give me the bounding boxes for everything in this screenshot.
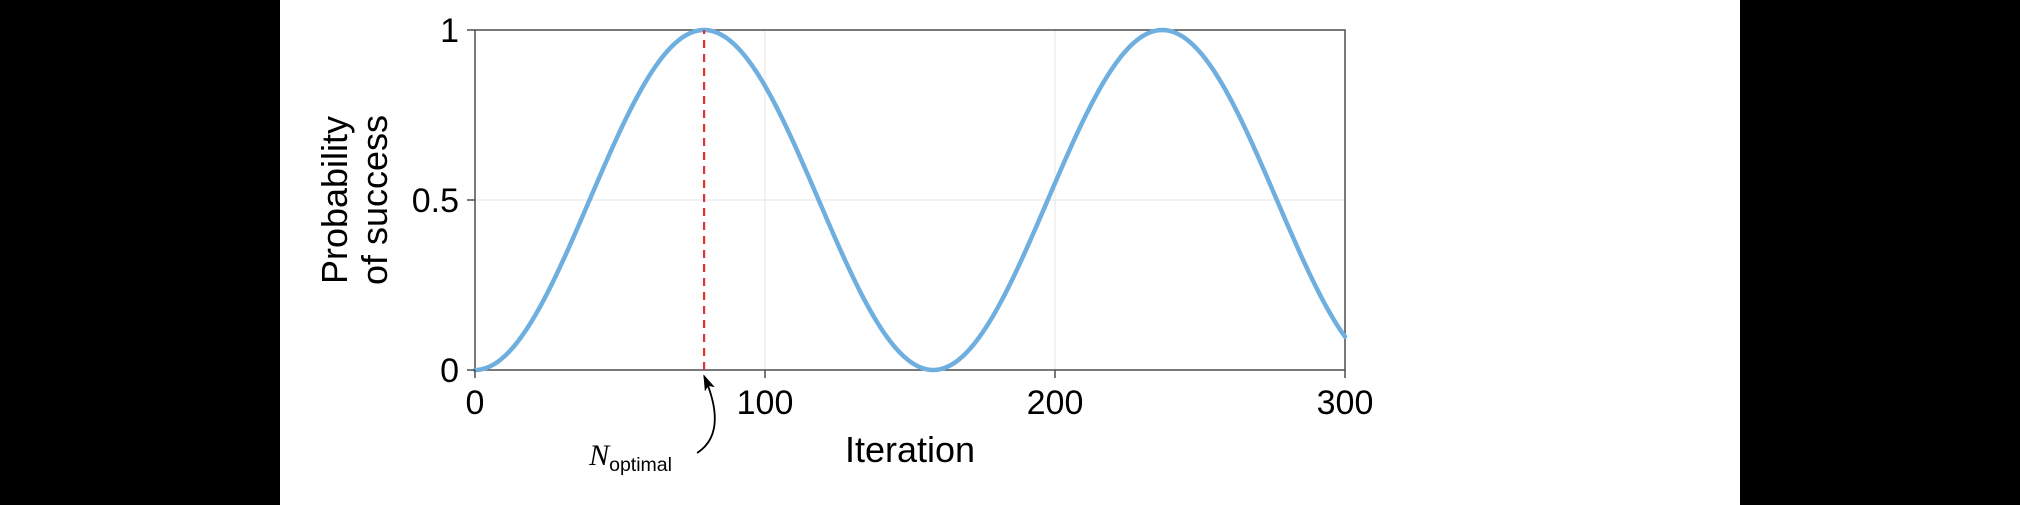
ytick-label: 0.5 <box>412 182 459 220</box>
y-axis-label: Probabilityof success <box>314 115 395 285</box>
x-axis-label: Iteration <box>845 429 975 470</box>
ytick-label: 0 <box>440 352 459 390</box>
n-optimal-label: Noptimal <box>588 439 672 476</box>
probability-chart: 0 100 200 300 0 0.5 1 Iteration Probabilityof su… <box>0 0 2020 505</box>
n-optimal-arrow <box>697 376 715 453</box>
ytick-label: 1 <box>440 12 459 50</box>
xtick-label: 0 <box>466 384 485 422</box>
xtick-label: 200 <box>1027 384 1084 422</box>
xtick-label: 300 <box>1317 384 1374 422</box>
chart-svg: 0 100 200 300 0 0.5 1 Iteration Probabilityof su… <box>0 0 2020 505</box>
xtick-label: 100 <box>737 384 794 422</box>
